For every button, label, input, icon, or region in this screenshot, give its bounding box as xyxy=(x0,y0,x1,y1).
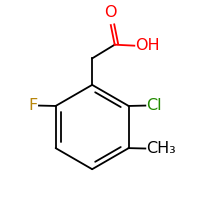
Text: OH: OH xyxy=(135,38,160,53)
Text: CH₃: CH₃ xyxy=(146,141,176,156)
Text: F: F xyxy=(28,98,37,113)
Text: Cl: Cl xyxy=(146,98,162,113)
Text: O: O xyxy=(105,5,117,20)
